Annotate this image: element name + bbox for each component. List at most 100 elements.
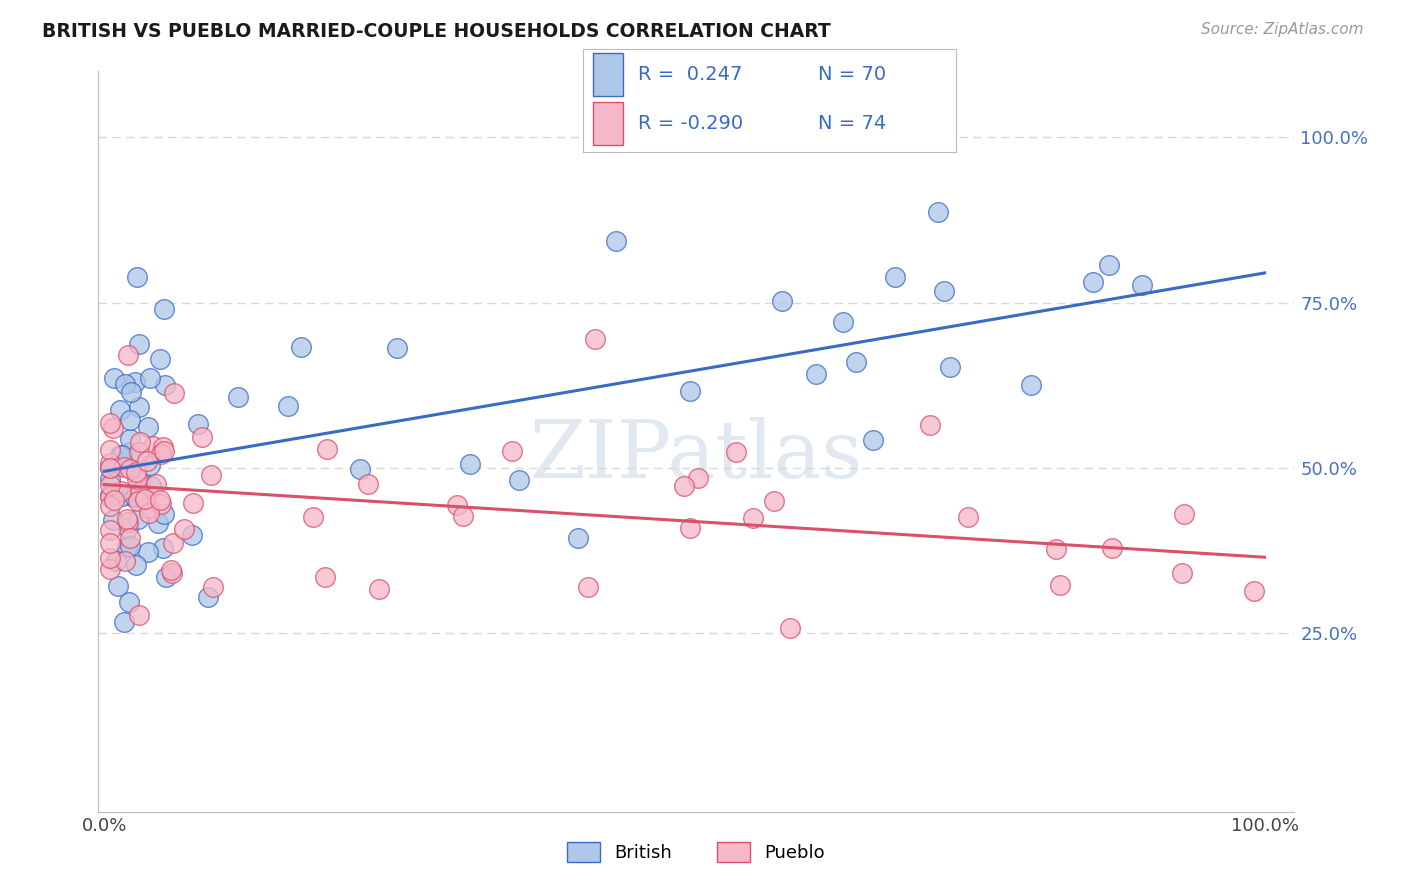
Point xyxy=(741,511,763,525)
Point xyxy=(111,448,134,462)
Point xyxy=(451,509,474,524)
Point xyxy=(98,490,121,504)
Point xyxy=(1243,584,1265,599)
Point xyxy=(114,553,136,567)
Point xyxy=(98,551,121,566)
Point xyxy=(117,348,139,362)
Point xyxy=(226,390,249,404)
Point xyxy=(120,462,142,476)
Point xyxy=(315,442,337,456)
Point xyxy=(138,506,160,520)
Point xyxy=(98,500,121,514)
Point xyxy=(1049,578,1071,592)
Point xyxy=(688,470,710,484)
Point xyxy=(114,377,136,392)
Bar xyxy=(593,54,623,96)
Point xyxy=(162,536,184,550)
Point xyxy=(160,564,183,578)
Point xyxy=(1130,278,1153,293)
Point xyxy=(804,367,827,381)
Point xyxy=(98,536,121,550)
Text: Source: ZipAtlas.com: Source: ZipAtlas.com xyxy=(1201,22,1364,37)
Point xyxy=(724,444,747,458)
Point xyxy=(125,269,148,284)
Point xyxy=(191,430,214,444)
Point xyxy=(128,337,150,351)
Text: R = -0.290: R = -0.290 xyxy=(637,114,742,133)
Point xyxy=(202,580,225,594)
Point xyxy=(155,570,177,584)
Text: ZIPatlas: ZIPatlas xyxy=(529,417,863,495)
Point xyxy=(103,421,125,435)
Point xyxy=(125,472,148,486)
Point xyxy=(576,580,599,594)
Point xyxy=(501,444,523,458)
Point xyxy=(1045,541,1067,556)
Point xyxy=(127,512,149,526)
Point xyxy=(120,489,142,503)
Point xyxy=(107,579,129,593)
Point xyxy=(679,521,702,535)
Point xyxy=(98,488,121,502)
Point xyxy=(149,492,172,507)
Point xyxy=(118,445,141,459)
Point xyxy=(957,510,980,524)
Point xyxy=(290,340,312,354)
Point xyxy=(118,531,141,545)
Point xyxy=(779,621,801,635)
Point xyxy=(98,460,121,475)
Point xyxy=(181,528,204,542)
Point xyxy=(458,457,481,471)
Point xyxy=(136,454,159,468)
Point xyxy=(1098,258,1121,272)
Point xyxy=(125,558,148,572)
Point xyxy=(160,566,183,581)
Point xyxy=(920,418,942,433)
Point xyxy=(932,285,955,299)
Text: N = 74: N = 74 xyxy=(818,114,886,133)
Point xyxy=(163,386,186,401)
Point xyxy=(197,591,219,605)
Point xyxy=(152,440,174,454)
Point xyxy=(128,607,150,622)
Point xyxy=(127,494,149,508)
Point xyxy=(110,448,132,462)
Point xyxy=(145,476,167,491)
Point xyxy=(678,384,700,399)
Point xyxy=(98,562,121,576)
Point xyxy=(120,384,142,399)
Point xyxy=(314,570,336,584)
Point xyxy=(118,595,141,609)
Point xyxy=(770,294,793,309)
Point xyxy=(605,234,627,248)
Point xyxy=(446,498,468,512)
Point xyxy=(153,443,176,458)
Point xyxy=(112,615,135,630)
Point xyxy=(101,513,124,527)
Point xyxy=(149,446,172,460)
Point xyxy=(149,497,172,511)
Point xyxy=(1083,275,1105,289)
Point xyxy=(138,500,160,515)
Point xyxy=(387,341,409,355)
Point xyxy=(105,458,128,473)
Point xyxy=(124,375,146,389)
Text: BRITISH VS PUEBLO MARRIED-COUPLE HOUSEHOLDS CORRELATION CHART: BRITISH VS PUEBLO MARRIED-COUPLE HOUSEHO… xyxy=(42,22,831,41)
Point xyxy=(883,270,905,285)
Point xyxy=(831,315,853,329)
Point xyxy=(128,484,150,499)
Point xyxy=(98,456,121,470)
Point xyxy=(138,458,160,473)
Point xyxy=(136,420,159,434)
Bar xyxy=(593,103,623,145)
Point xyxy=(357,477,380,491)
Point xyxy=(349,461,371,475)
Point xyxy=(110,484,132,499)
Point xyxy=(139,479,162,493)
Point xyxy=(117,540,139,554)
Point xyxy=(112,459,135,474)
Point xyxy=(567,531,589,545)
Point xyxy=(927,204,949,219)
Point xyxy=(152,541,174,556)
Point xyxy=(762,494,785,508)
